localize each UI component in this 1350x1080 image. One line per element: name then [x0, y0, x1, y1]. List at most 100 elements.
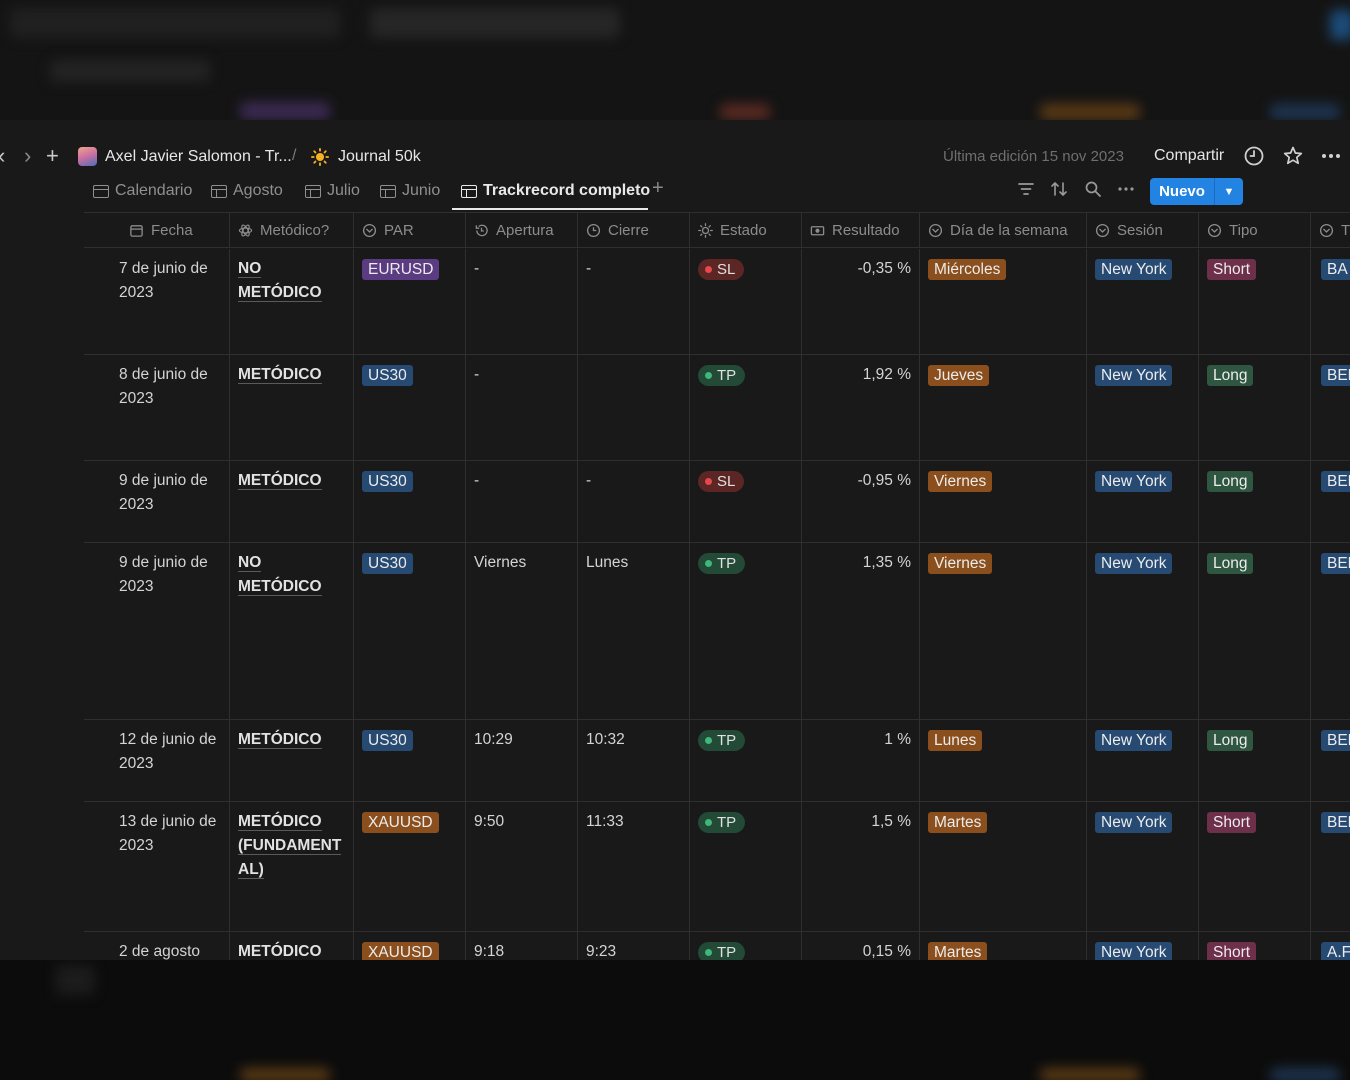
cell-fecha[interactable]: 9 de junio de 2023 [84, 461, 230, 542]
cell-fecha[interactable]: 13 de junio de 2023 [84, 802, 230, 931]
cell-estado[interactable]: TP [690, 355, 802, 460]
column-header-día-de-la-semana[interactable]: Día de la semana [920, 213, 1087, 248]
table-row[interactable]: 8 de junio de 2023 METÓDICO US30 - TP 1,92 % J… [84, 355, 1350, 461]
cell-extra[interactable]: BEN [1311, 355, 1350, 460]
cell-apertura[interactable]: - [466, 249, 578, 354]
cell-par[interactable]: US30 [354, 543, 466, 719]
cell-cierre[interactable]: 10:32 [578, 720, 690, 801]
cell-sesion[interactable]: New York [1087, 720, 1199, 801]
sort-icon[interactable] [1050, 180, 1068, 198]
cell-dia[interactable]: Martes [920, 802, 1087, 931]
cell-par[interactable]: XAUUSD [354, 802, 466, 931]
column-header-cierre[interactable]: Cierre [578, 213, 690, 248]
cell-par[interactable]: US30 [354, 720, 466, 801]
cell-extra[interactable]: BEN [1311, 461, 1350, 542]
breadcrumb-workspace[interactable]: Axel Javier Salomon - Tr... [105, 148, 292, 165]
cell-extra[interactable]: A.F [1311, 932, 1350, 960]
cell-metodico[interactable]: NO METÓDICO [230, 249, 354, 354]
cell-dia[interactable]: Viernes [920, 543, 1087, 719]
cell-fecha[interactable]: 12 de junio de 2023 [84, 720, 230, 801]
filter-icon[interactable] [1017, 180, 1035, 198]
cell-dia[interactable]: Miércoles [920, 249, 1087, 354]
tab-junio[interactable]: Junio [380, 180, 440, 202]
cell-apertura[interactable]: - [466, 461, 578, 542]
cell-estado[interactable]: SL [690, 249, 802, 354]
cell-resultado[interactable]: 1,5 % [802, 802, 920, 931]
cell-dia[interactable]: Viernes [920, 461, 1087, 542]
cell-par[interactable]: US30 [354, 355, 466, 460]
cell-apertura[interactable]: 10:29 [466, 720, 578, 801]
cell-extra[interactable]: BEN [1311, 543, 1350, 719]
cell-par[interactable]: EURUSD [354, 249, 466, 354]
cell-par[interactable]: US30 [354, 461, 466, 542]
column-header-par[interactable]: PAR [354, 213, 466, 248]
table-row[interactable]: 7 de junio de 2023 NO METÓDICO EURUSD - - SL -0… [84, 249, 1350, 355]
column-header-sesión[interactable]: Sesión [1087, 213, 1199, 248]
tab-julio[interactable]: Julio [305, 180, 360, 202]
table-row[interactable]: 13 de junio de 2023 METÓDICO (FUNDAMENT AL)… [84, 802, 1350, 932]
new-page-plus-icon[interactable]: + [46, 143, 59, 168]
cell-fecha[interactable]: 8 de junio de 2023 [84, 355, 230, 460]
share-button[interactable]: Compartir [1154, 147, 1225, 164]
cell-dia[interactable]: Martes [920, 932, 1087, 960]
cell-resultado[interactable]: -0,35 % [802, 249, 920, 354]
cell-cierre[interactable]: Lunes [578, 543, 690, 719]
cell-apertura[interactable]: 9:18 [466, 932, 578, 960]
chevron-down-icon[interactable]: ▼ [1223, 185, 1235, 198]
cell-tipo[interactable]: Long [1199, 355, 1311, 460]
cell-metodico[interactable]: METÓDICO [230, 461, 354, 542]
add-view-plus-icon[interactable]: + [652, 177, 664, 199]
history-clock-icon[interactable] [1243, 145, 1265, 167]
cell-cierre[interactable]: 9:23 [578, 932, 690, 960]
column-header-fecha[interactable]: Fecha [84, 213, 230, 248]
cell-apertura[interactable]: - [466, 355, 578, 460]
table-row[interactable]: 9 de junio de 2023 METÓDICO US30- - SL -0,95 … [84, 461, 1350, 543]
cell-resultado[interactable]: -0,95 % [802, 461, 920, 542]
cell-metodico[interactable]: METÓDICO [230, 720, 354, 801]
cell-tipo[interactable]: Long [1199, 461, 1311, 542]
cell-par[interactable]: XAUUSD [354, 932, 466, 960]
table-row[interactable]: 12 de junio de 2023 METÓDICO US30 10:29 10:3… [84, 720, 1350, 802]
cell-extra[interactable]: BEN [1311, 720, 1350, 801]
forward-icon[interactable]: › [24, 143, 32, 168]
cell-tipo[interactable]: Long [1199, 543, 1311, 719]
cell-apertura[interactable]: Viernes [466, 543, 578, 719]
back-icon[interactable]: ‹ [0, 144, 5, 168]
cell-estado[interactable]: TP [690, 543, 802, 719]
cell-sesion[interactable]: New York [1087, 543, 1199, 719]
column-header-estado[interactable]: Estado [690, 213, 802, 248]
more-options-icon[interactable] [1320, 145, 1342, 167]
new-entry-button[interactable]: Nuevo ▼ [1150, 178, 1243, 205]
column-header-t[interactable]: T [1311, 213, 1350, 248]
cell-extra[interactable]: BEN [1311, 802, 1350, 931]
cell-tipo[interactable]: Short [1199, 932, 1311, 960]
table-row[interactable]: 9 de junio de 2023 NO METÓDICO US30 Viernes L… [84, 543, 1350, 720]
cell-resultado[interactable]: 0,15 % [802, 932, 920, 960]
cell-cierre[interactable]: - [578, 249, 690, 354]
cell-tipo[interactable]: Short [1199, 802, 1311, 931]
cell-metodico[interactable]: METÓDICO [230, 932, 354, 960]
cell-extra[interactable]: BA [1311, 249, 1350, 354]
cell-tipo[interactable]: Short [1199, 249, 1311, 354]
cell-sesion[interactable]: New York [1087, 932, 1199, 960]
cell-estado[interactable]: TP [690, 802, 802, 931]
cell-fecha[interactable]: 2 de agosto [84, 932, 230, 960]
cell-estado[interactable]: SL [690, 461, 802, 542]
star-icon[interactable] [1282, 145, 1304, 167]
column-header-tipo[interactable]: Tipo [1199, 213, 1311, 248]
cell-sesion[interactable]: New York [1087, 249, 1199, 354]
cell-metodico[interactable]: METÓDICO (FUNDAMENT AL) [230, 802, 354, 931]
cell-resultado[interactable]: 1,35 % [802, 543, 920, 719]
cell-estado[interactable]: TP [690, 932, 802, 960]
cell-apertura[interactable]: 9:50 [466, 802, 578, 931]
cell-fecha[interactable]: 9 de junio de 2023 [84, 543, 230, 719]
breadcrumb-page[interactable]: Journal 50k [338, 148, 421, 165]
cell-sesion[interactable]: New York [1087, 355, 1199, 460]
column-header-resultado[interactable]: Resultado [802, 213, 920, 248]
cell-resultado[interactable]: 1 % [802, 720, 920, 801]
tab-trackrecord-completo[interactable]: Trackrecord completo [461, 180, 650, 202]
cell-resultado[interactable]: 1,92 % [802, 355, 920, 460]
table-row[interactable]: 2 de agosto METÓDICO XAUUSD 9:18 9:23 TP 0,15 … [84, 932, 1350, 960]
cell-tipo[interactable]: Long [1199, 720, 1311, 801]
tab-calendario[interactable]: Calendario [93, 180, 192, 202]
